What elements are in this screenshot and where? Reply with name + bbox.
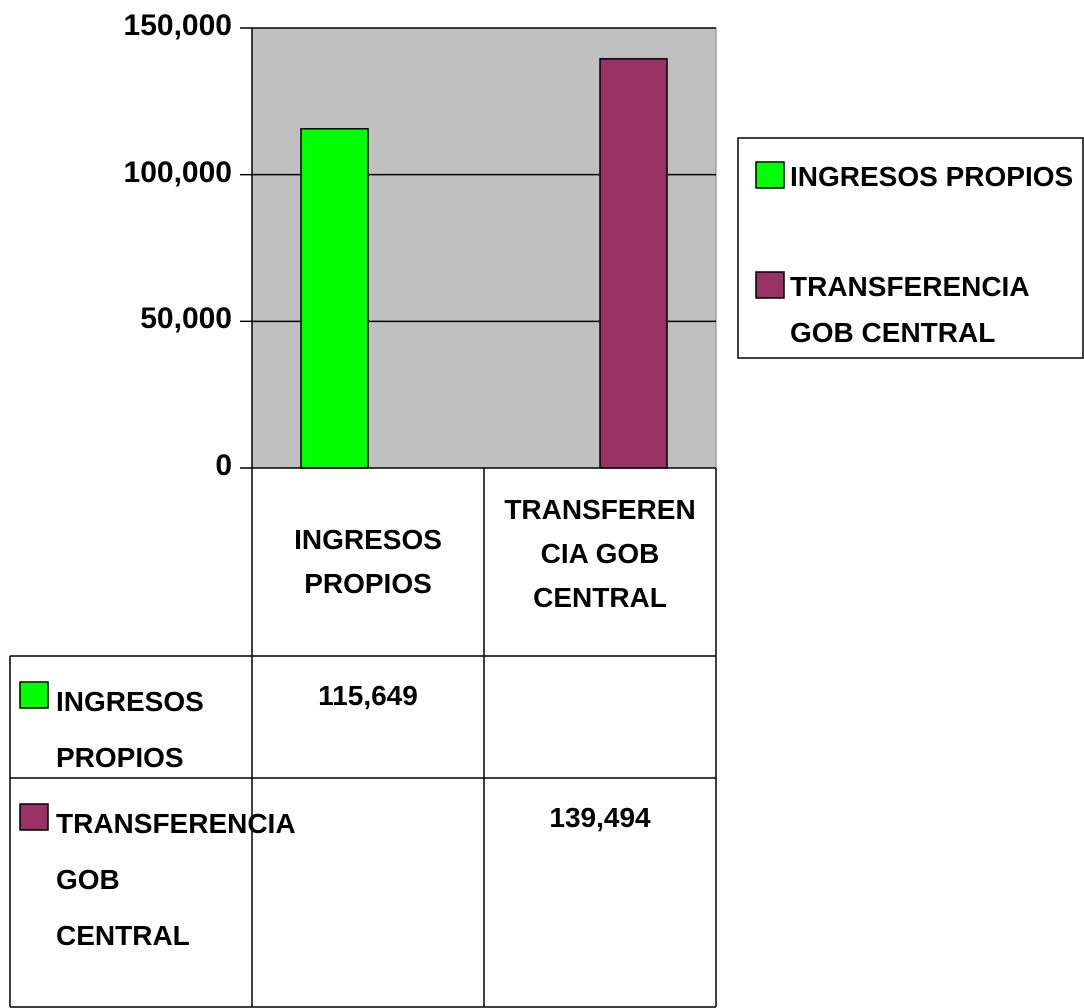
y-tick-label: 0 (215, 449, 232, 482)
y-tick-label: 50,000 (140, 302, 232, 336)
legend-swatch (755, 161, 785, 189)
bar (599, 58, 668, 469)
legend-swatch (755, 271, 785, 299)
table-row-label: INGRESOS PROPIOS (56, 686, 204, 773)
table-value: 139,494 (549, 802, 651, 833)
y-tick-label: 100,000 (123, 155, 232, 189)
table-legend-swatch (19, 803, 49, 831)
legend-label: INGRESOS PROPIOS (790, 161, 1074, 192)
category-label: INGRESOS PROPIOS (294, 524, 442, 599)
table-legend-swatch (19, 681, 49, 709)
legend-label: TRANSFERENCIA GOB CENTRAL (790, 271, 1029, 348)
bar (300, 128, 369, 469)
table-row-label: TRANSFERENCIA GOB CENTRAL (56, 808, 295, 951)
table-value: 115,649 (318, 680, 418, 711)
y-tick-label: 150,000 (123, 9, 232, 42)
category-label: TRANSFERENCIA GOB CENTRAL (504, 494, 696, 613)
legend-box (737, 137, 1084, 359)
